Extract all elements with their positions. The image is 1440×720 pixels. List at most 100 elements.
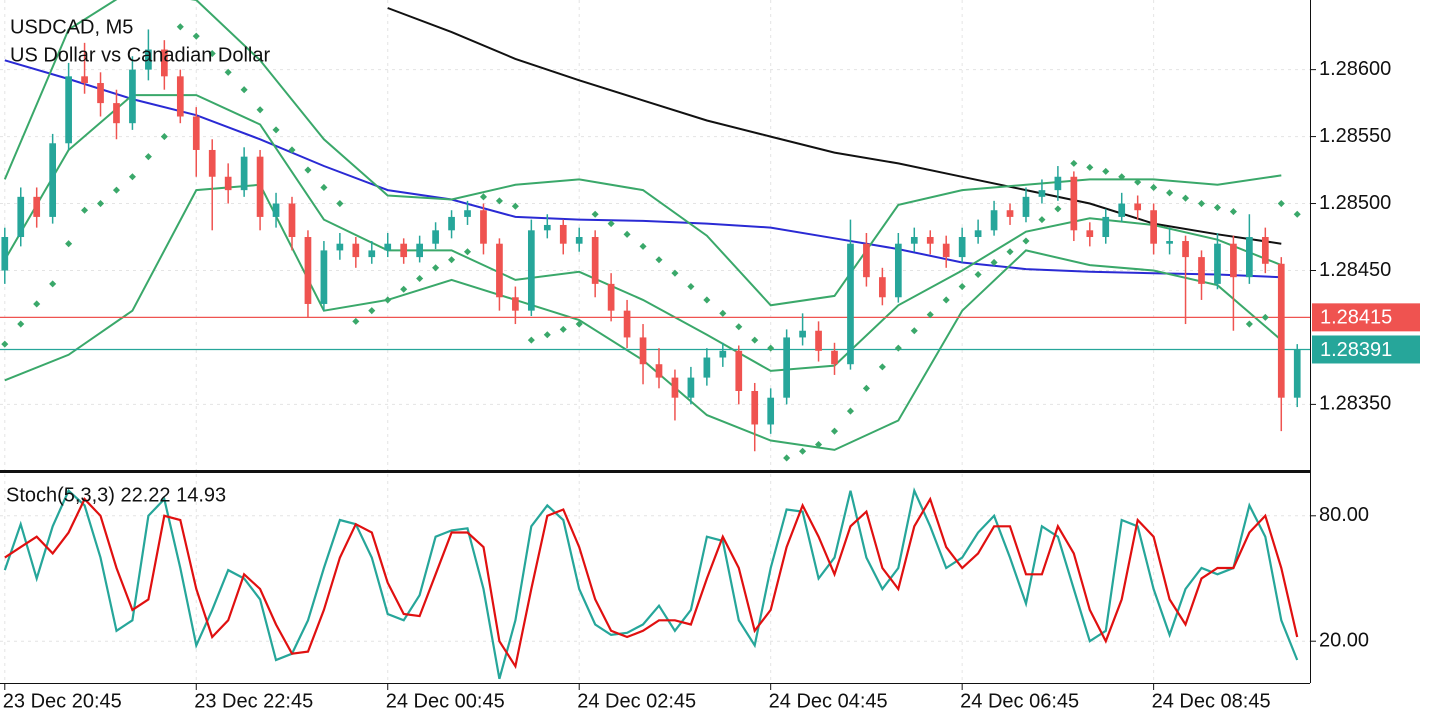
candle-body: [719, 350, 727, 358]
y-tick-label: 1.28500: [1319, 192, 1391, 214]
sar-dot: [448, 256, 456, 264]
candle-body: [926, 237, 934, 244]
candle-body: [1, 237, 9, 271]
sar-dot: [176, 23, 184, 31]
sar-dot: [687, 283, 695, 291]
sar-dot: [320, 183, 328, 191]
x-tick-label: 23 Dec 20:45: [3, 690, 122, 712]
candle-body: [1022, 196, 1030, 217]
sar-dot: [543, 331, 551, 339]
candle-body: [1230, 243, 1237, 278]
price-label-box: [1312, 335, 1420, 364]
candle-body: [113, 103, 120, 124]
candle-body: [1214, 243, 1221, 284]
candle-body: [368, 250, 376, 258]
candle-body: [480, 210, 487, 244]
sar-dot: [352, 317, 360, 325]
sar-dot: [49, 280, 57, 288]
candle-body: [65, 76, 72, 144]
sar-dot: [479, 193, 488, 201]
candle-body: [942, 243, 950, 258]
sar-dot: [894, 344, 902, 352]
candle-body: [879, 277, 886, 298]
sar-dot: [304, 166, 312, 174]
candle-body: [432, 230, 439, 244]
sar-dot: [240, 86, 248, 94]
candle-body: [416, 243, 423, 258]
sar-dot: [17, 320, 25, 328]
candle-body: [129, 69, 136, 124]
sar-dot: [65, 240, 73, 248]
symbol-title: USDCAD, M5: [10, 16, 133, 38]
sar-dot: [81, 206, 89, 214]
candle-body: [591, 237, 599, 284]
sar-dot: [1, 340, 9, 348]
candle-body: [145, 49, 152, 70]
sar-dot: [735, 323, 743, 331]
sar-dot: [368, 307, 376, 315]
price-label: 1.28415: [1320, 307, 1392, 329]
candle-body: [1006, 210, 1014, 217]
candle-body: [1166, 241, 1173, 244]
candle-body: [815, 330, 822, 351]
sar-dot: [719, 309, 727, 317]
candle-body: [1198, 257, 1205, 284]
sar-dot: [591, 210, 599, 218]
candle-body: [496, 243, 503, 298]
sar-dot: [990, 258, 998, 266]
candle-body: [671, 377, 679, 398]
sar-dot: [192, 32, 200, 40]
candle-body: [400, 243, 408, 258]
sar-dot: [559, 325, 567, 333]
sar-dot: [974, 270, 982, 279]
sar-dot: [96, 199, 105, 208]
candle-body: [655, 364, 663, 378]
candle-body: [81, 76, 88, 84]
stoch-line: [4, 496, 1299, 670]
sar-dot: [384, 296, 392, 304]
stoch-plot: [0, 474, 1310, 683]
candle-body: [288, 203, 296, 238]
candle-body: [990, 210, 998, 231]
sar-dot: [288, 146, 296, 154]
sar-dot: [878, 363, 886, 371]
candle-body: [320, 250, 328, 304]
sar-dot: [958, 283, 966, 291]
x-tick-label: 24 Dec 06:45: [960, 690, 1079, 712]
candle-body: [512, 297, 519, 311]
sar-dot: [799, 447, 807, 455]
indicator-line: [3, 94, 1282, 372]
candle-body: [1150, 210, 1157, 244]
x-tick-label: 24 Dec 02:45: [577, 690, 696, 712]
candle-body: [703, 357, 711, 378]
sar-dot: [511, 202, 519, 210]
candle-body: [192, 116, 200, 150]
sar-dot: [671, 269, 679, 277]
sar-dot: [33, 300, 41, 308]
x-tick-label: 24 Dec 08:45: [1152, 690, 1271, 712]
sar-dot: [830, 427, 839, 435]
y-tick-label: 20.00: [1319, 629, 1369, 651]
candle-body: [272, 203, 280, 217]
indicator-line: [3, 0, 1282, 307]
candle-body: [224, 176, 232, 191]
sar-dot: [112, 186, 121, 194]
candle-body: [160, 49, 168, 77]
candle-body: [639, 337, 647, 365]
y-tick-label: 1.28350: [1319, 393, 1391, 415]
stoch-line: [3, 487, 1299, 680]
sar-dot: [623, 230, 631, 238]
candle-body: [1038, 190, 1046, 197]
sar-dot: [224, 68, 232, 76]
x-tick-label: 23 Dec 22:45: [194, 690, 313, 712]
x-tick-label: 24 Dec 04:45: [769, 690, 888, 712]
sar-dot: [655, 256, 663, 264]
sar-dot: [144, 153, 152, 161]
candle-body: [799, 330, 806, 338]
candle-body: [17, 196, 25, 238]
y-tick-label: 80.00: [1319, 504, 1369, 526]
candle-body: [240, 156, 248, 191]
sar-dot: [862, 384, 870, 392]
candle-body: [783, 337, 790, 398]
